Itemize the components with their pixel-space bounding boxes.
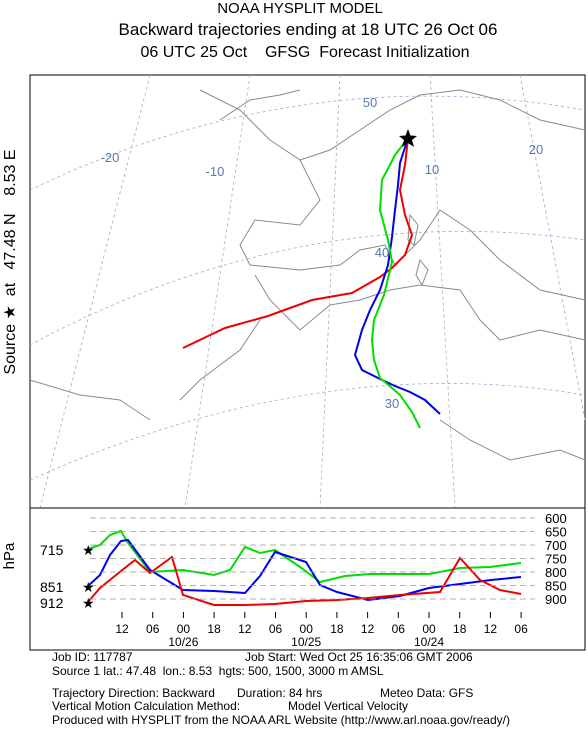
title: NOAA HYSPLIT MODEL bbox=[217, 0, 383, 17]
time-tick-label: 06 bbox=[146, 622, 160, 636]
profile-500m bbox=[87, 555, 522, 606]
time-tick-label: 06 bbox=[269, 622, 283, 636]
pressure-label: 700 bbox=[545, 538, 567, 553]
profile-1500m bbox=[87, 538, 522, 602]
start-star: ★ bbox=[82, 595, 95, 611]
start-level: 851 bbox=[40, 579, 64, 595]
time-tick-label: 12 bbox=[361, 622, 375, 636]
duration: Duration: 84 hrs bbox=[237, 686, 322, 700]
direction: Trajectory Direction: Backward bbox=[52, 686, 215, 700]
job-start: Job Start: Wed Oct 25 16:35:06 GMT 2006 bbox=[245, 650, 473, 664]
start-level: 912 bbox=[40, 595, 64, 611]
time-tick-label: 12 bbox=[238, 622, 252, 636]
meteo: Meteo Data: GFS bbox=[380, 686, 473, 700]
profile bbox=[87, 529, 522, 606]
graticule bbox=[29, 74, 586, 509]
profile-frame bbox=[29, 507, 586, 651]
vertical-value: Model Vertical Velocity bbox=[288, 699, 408, 713]
date-label: 10/25 bbox=[291, 635, 321, 649]
trajectory-500m bbox=[182, 137, 414, 349]
graticule-label: 30 bbox=[385, 396, 399, 411]
trajectory-1500m bbox=[353, 137, 441, 415]
pressure-label: 900 bbox=[545, 592, 567, 607]
start-star: ★ bbox=[82, 542, 95, 558]
source-label: Source ★ at 47.48 N 8.53 E bbox=[2, 149, 19, 374]
time-tick-label: 06 bbox=[392, 622, 406, 636]
info: 06 UTC 25 Oct GFSG Forecast Initializati… bbox=[141, 44, 470, 61]
time-tick-label: 06 bbox=[514, 622, 528, 636]
subtitle: Backward trajectories ending at 18 UTC 2… bbox=[119, 20, 498, 39]
time-tick-label: 18 bbox=[453, 622, 467, 636]
job-id: Job ID: 117787 bbox=[52, 650, 133, 664]
vertical-method: Vertical Motion Calculation Method: bbox=[52, 699, 240, 713]
coastlines bbox=[29, 89, 586, 461]
produced: Produced with HYSPLIT from the NOAA ARL … bbox=[52, 713, 510, 727]
pressure-label: 750 bbox=[545, 552, 567, 567]
source-star bbox=[399, 129, 417, 147]
profile-3000m bbox=[87, 529, 522, 584]
source-info: Source 1 lat.: 47.48 lon.: 8.53 hgts: 50… bbox=[52, 664, 384, 678]
graticule-label: -10 bbox=[206, 164, 225, 179]
pressure-label: 650 bbox=[545, 525, 567, 540]
graticule-label: -20 bbox=[101, 150, 120, 165]
start-level: 715 bbox=[40, 542, 64, 558]
time-tick-label: 00 bbox=[177, 622, 191, 636]
time-tick-label: 00 bbox=[300, 622, 314, 636]
graticule-label: 10 bbox=[425, 162, 439, 177]
trajectories bbox=[182, 129, 441, 429]
time-tick-label: 18 bbox=[330, 622, 344, 636]
trajectory-3000m bbox=[370, 137, 421, 429]
pressure-label: 850 bbox=[545, 579, 567, 594]
pressure-label: 800 bbox=[545, 565, 567, 580]
map-frame bbox=[29, 74, 586, 509]
time-tick-label: 12 bbox=[115, 622, 129, 636]
profile-axis-label: hPa bbox=[1, 542, 18, 569]
graticule-label: 50 bbox=[363, 95, 377, 110]
graticule-label: 40 bbox=[375, 245, 389, 260]
pressure-label: 600 bbox=[545, 511, 567, 526]
time-tick-label: 00 bbox=[422, 622, 436, 636]
date-label: 10/24 bbox=[414, 635, 444, 649]
start-star: ★ bbox=[82, 579, 95, 595]
time-tick-label: 12 bbox=[484, 622, 498, 636]
graticule-label: 20 bbox=[529, 142, 543, 157]
date-label: 10/26 bbox=[168, 635, 198, 649]
time-tick-label: 18 bbox=[207, 622, 221, 636]
